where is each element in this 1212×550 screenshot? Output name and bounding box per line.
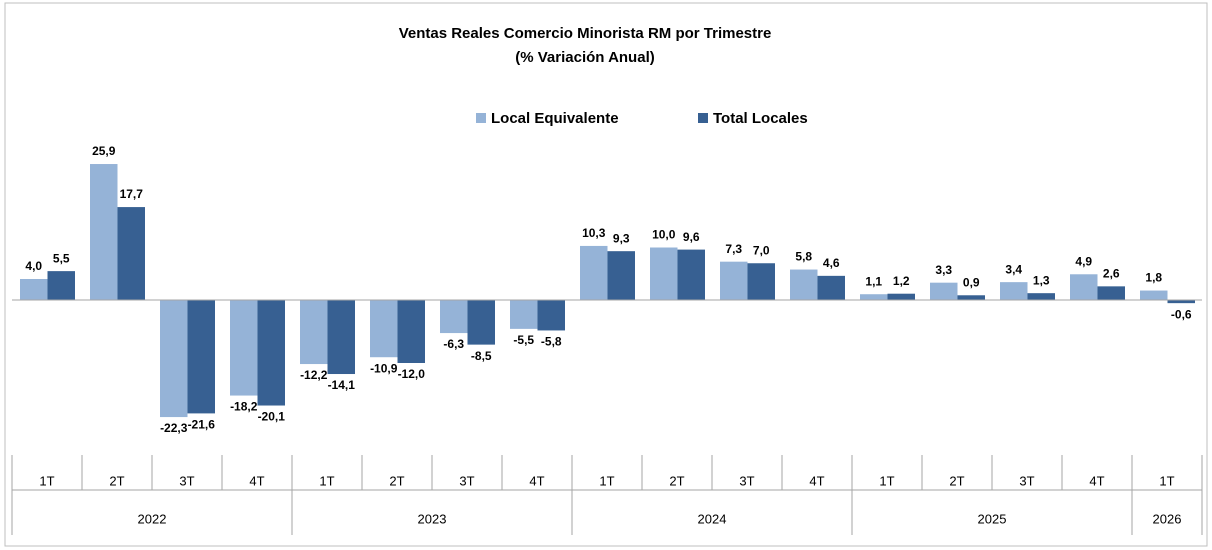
bar [117, 207, 145, 300]
data-label: -12,2 [300, 368, 328, 382]
data-label: -21,6 [188, 418, 216, 432]
x-tick-label: 4T [529, 473, 544, 488]
bar [440, 300, 468, 334]
x-tick-label: 1T [599, 473, 614, 488]
x-tick-label: 1T [1159, 473, 1174, 488]
x-tick-label: 3T [179, 473, 194, 488]
bar [300, 300, 328, 365]
bar [187, 300, 215, 414]
bar [930, 282, 958, 300]
legend-swatch [476, 113, 486, 123]
data-label: -18,2 [230, 400, 258, 414]
data-label: 3,3 [935, 263, 952, 277]
data-label: 4,6 [823, 256, 840, 270]
data-label: 1,1 [865, 274, 882, 288]
data-label: -5,8 [541, 335, 562, 349]
x-tick-label: 3T [739, 473, 754, 488]
bar [160, 300, 188, 418]
bar [1140, 290, 1168, 300]
x-tick-label: 1T [39, 473, 54, 488]
bar [397, 300, 425, 363]
bar [1167, 300, 1195, 304]
bar [257, 300, 285, 406]
data-label: -6,3 [443, 337, 464, 351]
data-label: 3,4 [1005, 262, 1022, 276]
x-tick-label: 4T [809, 473, 824, 488]
bar [537, 300, 565, 331]
data-label: -10,9 [370, 361, 398, 375]
x-group-label: 2024 [698, 511, 727, 526]
legend-label: Total Locales [713, 110, 808, 127]
data-label: 5,8 [795, 250, 812, 264]
bar [860, 294, 888, 300]
data-label: -8,5 [471, 349, 492, 363]
data-label: -20,1 [258, 410, 286, 424]
bar [1070, 274, 1098, 300]
bar [720, 261, 748, 300]
data-label: -22,3 [160, 421, 188, 435]
data-label: 9,6 [683, 230, 700, 244]
bar [1027, 293, 1055, 300]
x-tick-label: 2T [389, 473, 404, 488]
bar [47, 271, 75, 300]
x-tick-label: 1T [319, 473, 334, 488]
x-tick-label: 2T [109, 473, 124, 488]
bar [957, 295, 985, 300]
data-label: 9,3 [613, 231, 630, 245]
data-label: -0,6 [1171, 307, 1192, 321]
bar [467, 300, 495, 345]
data-label: 5,5 [53, 251, 70, 265]
data-label: 1,3 [1033, 273, 1050, 287]
data-label: 0,9 [963, 275, 980, 289]
legend-label: Local Equivalente [491, 110, 619, 127]
x-group-label: 2022 [138, 511, 167, 526]
bar [230, 300, 258, 396]
data-label: 17,7 [120, 187, 144, 201]
data-label: 4,0 [25, 259, 42, 273]
data-label: 1,8 [1145, 271, 1162, 285]
x-tick-label: 4T [1089, 473, 1104, 488]
data-label: 10,3 [582, 226, 606, 240]
bar [747, 263, 775, 300]
bar [1097, 286, 1125, 300]
data-label: 10,0 [652, 228, 676, 242]
x-tick-label: 3T [459, 473, 474, 488]
bar [677, 249, 705, 300]
bar [90, 164, 118, 300]
bar [817, 275, 845, 300]
x-tick-label: 3T [1019, 473, 1034, 488]
data-label: -5,5 [513, 333, 534, 347]
data-label: -14,1 [328, 378, 356, 392]
data-label: 25,9 [92, 144, 116, 158]
bar [1000, 282, 1028, 300]
bar [370, 300, 398, 358]
x-group-label: 2023 [418, 511, 447, 526]
bar [580, 245, 608, 300]
bar [887, 293, 915, 300]
legend-swatch [698, 113, 708, 123]
x-tick-label: 2T [949, 473, 964, 488]
x-tick-label: 4T [249, 473, 264, 488]
bar [790, 269, 818, 300]
bar [20, 279, 48, 300]
data-label: 2,6 [1103, 267, 1120, 281]
x-tick-label: 2T [669, 473, 684, 488]
chart-subtitle: (% Variación Anual) [515, 49, 654, 66]
data-label: -12,0 [398, 367, 426, 381]
bar [607, 251, 635, 300]
data-label: 1,2 [893, 274, 910, 288]
bar [510, 300, 538, 329]
bar [327, 300, 355, 375]
x-group-label: 2025 [978, 511, 1007, 526]
x-tick-label: 1T [879, 473, 894, 488]
data-label: 7,0 [753, 243, 770, 257]
chart-title: Ventas Reales Comercio Minorista RM por … [399, 25, 772, 42]
data-label: 4,9 [1075, 254, 1092, 268]
bar [650, 247, 678, 300]
data-label: 7,3 [725, 242, 742, 256]
x-group-label: 2026 [1153, 511, 1182, 526]
